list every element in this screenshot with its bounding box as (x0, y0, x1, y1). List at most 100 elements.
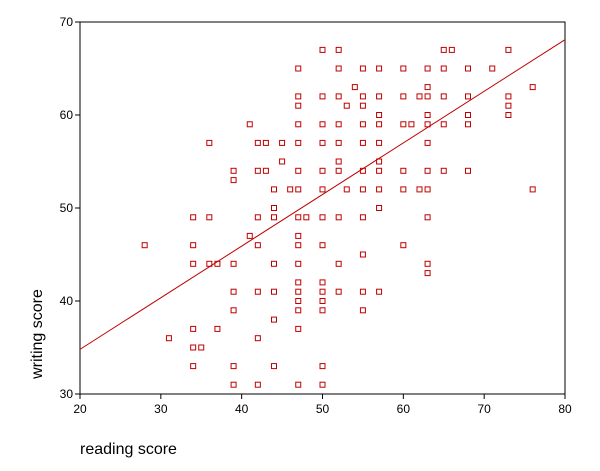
data-point (190, 214, 197, 221)
data-point (505, 112, 512, 118)
data-point (295, 139, 302, 146)
data-point (319, 186, 326, 193)
data-point (400, 242, 407, 249)
data-point (190, 325, 197, 332)
y-tick-label: 40 (60, 294, 74, 308)
data-point (424, 84, 431, 91)
data-point (359, 93, 366, 100)
data-point (319, 121, 326, 128)
data-point (424, 167, 431, 174)
data-point (424, 214, 431, 221)
data-point (343, 186, 350, 193)
data-point (230, 167, 237, 174)
data-point (465, 65, 471, 72)
x-tick-label: 60 (397, 402, 411, 416)
data-point (319, 307, 326, 314)
data-point (206, 260, 213, 267)
data-point (400, 186, 407, 193)
data-point (295, 93, 302, 100)
data-point (271, 214, 277, 221)
data-point (190, 260, 197, 267)
data-point (165, 335, 172, 342)
data-point (246, 121, 253, 128)
data-point (319, 242, 326, 249)
data-point (319, 167, 326, 174)
x-tick-label: 80 (558, 402, 572, 416)
data-point (424, 260, 431, 267)
fit-line (79, 39, 566, 350)
data-point (254, 335, 261, 342)
data-point (505, 93, 512, 100)
data-point (295, 260, 302, 267)
data-point (376, 205, 383, 211)
data-point (424, 121, 431, 128)
data-point (335, 65, 342, 72)
data-point (254, 167, 261, 174)
data-point (359, 102, 366, 109)
data-point (206, 139, 213, 146)
data-point (214, 325, 221, 332)
data-point (295, 307, 302, 314)
data-point (295, 167, 302, 174)
data-point (295, 232, 302, 239)
data-point (359, 307, 366, 314)
data-point (230, 381, 237, 388)
data-point (303, 214, 310, 221)
data-point (279, 139, 286, 146)
data-point (424, 139, 431, 146)
data-point (271, 186, 277, 193)
data-point (505, 46, 512, 53)
y-axis-label: writing score (29, 289, 46, 379)
data-point (376, 158, 383, 165)
data-point (465, 93, 471, 100)
data-point (359, 288, 366, 295)
data-point (465, 167, 471, 174)
data-point (400, 65, 407, 72)
data-point (295, 279, 302, 286)
y-tick-label: 60 (60, 108, 74, 122)
data-point (335, 93, 342, 100)
data-point (295, 214, 302, 221)
data-point (319, 279, 326, 286)
data-point (254, 214, 261, 221)
data-point (246, 232, 253, 239)
data-point (262, 167, 269, 174)
data-point (319, 363, 326, 370)
data-point (335, 214, 342, 221)
data-point (416, 93, 423, 100)
data-point (254, 242, 261, 249)
data-point (359, 121, 366, 128)
data-point (319, 93, 326, 100)
data-point (295, 65, 302, 72)
data-point (230, 260, 237, 267)
data-point (319, 288, 326, 295)
data-point (271, 260, 277, 267)
data-point (254, 139, 261, 146)
data-point (295, 298, 302, 304)
data-point (254, 288, 261, 295)
data-point (335, 158, 342, 165)
data-point (254, 381, 261, 388)
data-point (206, 214, 213, 221)
data-point (376, 186, 383, 193)
data-point (351, 84, 358, 91)
data-point (319, 46, 326, 53)
data-point (230, 177, 237, 184)
data-point (198, 344, 205, 351)
data-point (190, 363, 197, 370)
data-point (440, 167, 447, 174)
data-point (319, 381, 326, 388)
data-point (319, 139, 326, 146)
data-point (408, 121, 415, 128)
data-point (262, 139, 269, 146)
data-point (190, 242, 197, 249)
data-point (359, 214, 366, 221)
data-point (335, 167, 342, 174)
data-point (359, 251, 366, 258)
x-tick-label: 50 (316, 402, 330, 416)
data-point (295, 242, 302, 249)
data-point (295, 325, 302, 332)
y-tick-label: 30 (60, 387, 74, 401)
data-point (335, 260, 342, 267)
